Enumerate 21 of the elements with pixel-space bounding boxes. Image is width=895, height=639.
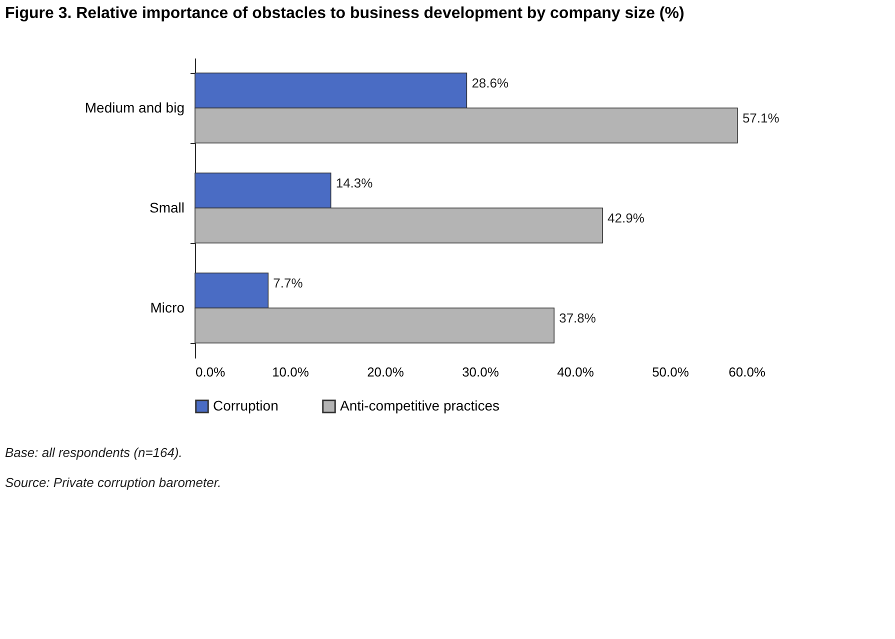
x-tick-label: 10.0%	[272, 364, 310, 380]
data-label: 28.6%	[472, 76, 509, 90]
x-tick-label: 20.0%	[367, 364, 404, 380]
x-tick-label: 40.0%	[557, 364, 594, 380]
y-tick-label: Small	[149, 200, 184, 216]
x-tick-label: 0.0%	[196, 364, 226, 380]
legend-label: Anti-competitive practices	[340, 397, 500, 414]
data-label: 42.9%	[608, 210, 645, 226]
data-label: 37.8%	[559, 310, 596, 326]
data-label: 14.3%	[336, 176, 374, 190]
x-tick-label: 30.0%	[462, 364, 500, 380]
data-label: 57.1%	[742, 110, 780, 126]
chart-title: Figure 3. Relative importance of obstacles to business development by company size (%)	[5, 5, 684, 22]
legend-label: Corruption	[213, 397, 278, 414]
y-tick-label: Micro	[150, 300, 185, 316]
x-tick-label: 50.0%	[652, 364, 690, 380]
data-label: 7.7%	[273, 276, 304, 290]
source-note: Source: Private corruption barometer.	[5, 475, 222, 490]
text: Base: all respondents (n=164).	[5, 445, 182, 460]
x-tick-label: 60.0%	[728, 364, 766, 380]
y-tick-label: Medium and big	[84, 100, 184, 116]
